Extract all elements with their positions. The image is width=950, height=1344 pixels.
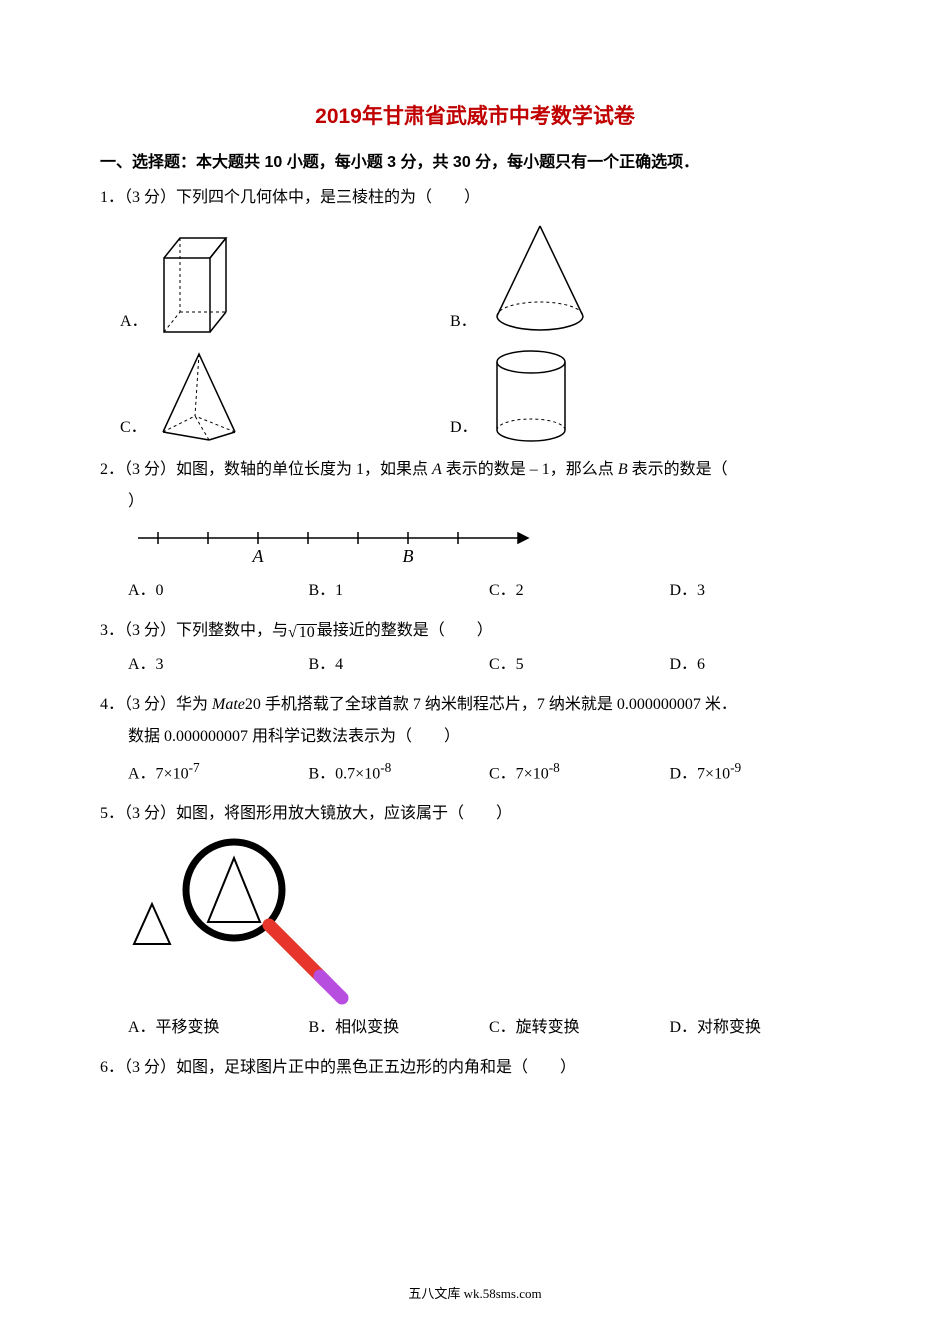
q1-B-label: B． — [450, 306, 477, 340]
q4-line2: 数据 0.000000007 用科学记数法表示为（ ） — [128, 721, 850, 753]
numberline-icon: A B — [128, 518, 548, 573]
q4-line1-b: 20 手机搭载了全球首款 7 纳米制程芯片，7 纳米就是 0.000000007… — [245, 696, 737, 713]
q2-optB: B．1 — [309, 575, 490, 607]
q1-option-C: C． — [120, 346, 450, 446]
q4-optB: B．0.7×10-8 — [309, 755, 490, 790]
q3-stem-b: 最接近的整数是（ ） — [317, 622, 493, 639]
numberline-A-label: A — [252, 546, 265, 566]
q4-optD: D．7×10-9 — [670, 755, 851, 790]
q5-figure — [128, 836, 850, 1006]
q3-optB: B．4 — [309, 649, 490, 681]
q2-var-A: A — [432, 461, 442, 478]
q3-stem: 3．（3 分）下列整数中，与√10最接近的整数是（ ） — [100, 615, 850, 647]
q5-optD: D．对称变换 — [670, 1012, 851, 1044]
q1-stem: 1．（3 分）下列四个几何体中，是三棱柱的为（ ） — [100, 182, 850, 214]
q4-options: A．7×10-7 B．0.7×10-8 C．7×10-8 D．7×10-9 — [128, 755, 850, 790]
q1-option-B: B． — [450, 220, 780, 340]
question-3: 3．（3 分）下列整数中，与√10最接近的整数是（ ） A．3 B．4 C．5 … — [100, 615, 850, 681]
q1-figure-row-2: C． D． — [120, 346, 850, 446]
exam-title: 2019年甘肃省武威市中考数学试卷 — [100, 100, 850, 130]
q5-optC: C．旋转变换 — [489, 1012, 670, 1044]
q2-stem-b: 表示的数是 – 1，那么点 — [442, 461, 618, 478]
q4-mate: Mate — [212, 696, 245, 713]
cone-icon — [485, 220, 595, 340]
q5-options: A．平移变换 B．相似变换 C．旋转变换 D．对称变换 — [128, 1012, 850, 1044]
section-header: 一、选择题：本大题共 10 小题，每小题 3 分，共 30 分，每小题只有一个正… — [100, 148, 850, 172]
q2-optA: A．0 — [128, 575, 309, 607]
q3-optC: C．5 — [489, 649, 670, 681]
q2-stem-c: 表示的数是（ — [628, 461, 728, 478]
q2-stem: 2．（3 分）如图，数轴的单位长度为 1，如果点 A 表示的数是 – 1，那么点… — [100, 454, 850, 486]
q1-option-A: A． — [120, 220, 450, 340]
q1-figure-row-1: A． B． — [120, 220, 850, 340]
q2-var-B: B — [618, 461, 628, 478]
q6-stem: 6．（3 分）如图，足球图片正中的黑色正五边形的内角和是（ ） — [100, 1052, 850, 1084]
q2-stem-a: 2．（3 分）如图，数轴的单位长度为 1，如果点 — [100, 461, 432, 478]
q3-stem-a: 3．（3 分）下列整数中，与 — [100, 622, 288, 639]
q3-optD: D．6 — [670, 649, 851, 681]
q1-A-label: A． — [120, 306, 148, 340]
pyramid-icon — [155, 346, 250, 446]
cuboid-icon — [156, 230, 236, 340]
q2-optD: D．3 — [670, 575, 851, 607]
q1-option-D: D． — [450, 346, 780, 446]
question-6: 6．（3 分）如图，足球图片正中的黑色正五边形的内角和是（ ） — [100, 1052, 850, 1084]
q5-optA: A．平移变换 — [128, 1012, 309, 1044]
q5-optB: B．相似变换 — [309, 1012, 490, 1044]
q1-D-label: D． — [450, 412, 478, 446]
q4-line1-a: 4．（3 分）华为 — [100, 696, 212, 713]
q4-line1: 4．（3 分）华为 Mate20 手机搭载了全球首款 7 纳米制程芯片，7 纳米… — [100, 689, 850, 721]
page: 2019年甘肃省武威市中考数学试卷 一、选择题：本大题共 10 小题，每小题 3… — [0, 0, 950, 1344]
q5-stem: 5．（3 分）如图，将图形用放大镜放大，应该属于（ ） — [100, 798, 850, 830]
q3-radicand: 10 — [297, 624, 317, 641]
q3-optA: A．3 — [128, 649, 309, 681]
q4-optC: C．7×10-8 — [489, 755, 670, 790]
q1-C-label: C． — [120, 412, 147, 446]
magnifier-icon — [128, 836, 358, 1006]
question-2: 2．（3 分）如图，数轴的单位长度为 1，如果点 A 表示的数是 – 1，那么点… — [100, 454, 850, 607]
q2-numberline: A B — [128, 518, 850, 573]
q2-stem-d: ） — [128, 486, 850, 518]
numberline-B-label: B — [403, 546, 414, 566]
q3-options: A．3 B．4 C．5 D．6 — [128, 649, 850, 681]
q2-options: A．0 B．1 C．2 D．3 — [128, 575, 850, 607]
q4-optA: A．7×10-7 — [128, 755, 309, 790]
q2-optC: C．2 — [489, 575, 670, 607]
question-4: 4．（3 分）华为 Mate20 手机搭载了全球首款 7 纳米制程芯片，7 纳米… — [100, 689, 850, 790]
question-1: 1．（3 分）下列四个几何体中，是三棱柱的为（ ） A． — [100, 182, 850, 446]
sqrt-icon: √10 — [288, 624, 317, 641]
footer: 五八文库 wk.58sms.com — [0, 1283, 950, 1302]
cylinder-icon — [486, 346, 576, 446]
question-5: 5．（3 分）如图，将图形用放大镜放大，应该属于（ ） A．平移变换 B．相似变… — [100, 798, 850, 1044]
